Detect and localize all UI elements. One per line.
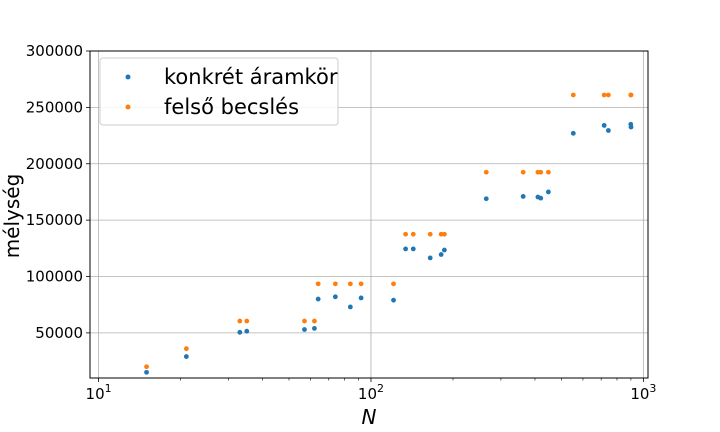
legend: konkrét áramkör felső becslés xyxy=(99,57,339,126)
data-point xyxy=(332,294,338,300)
data-series xyxy=(144,92,634,375)
x-tick-label: 101 xyxy=(86,382,112,403)
legend-marker-felso xyxy=(125,104,131,110)
data-point xyxy=(183,354,189,359)
data-point xyxy=(347,281,353,287)
data-point xyxy=(302,318,307,324)
data-point xyxy=(391,281,396,287)
data-point xyxy=(605,128,611,133)
plot-area-frame xyxy=(89,50,649,379)
y-tick-label: 300000 xyxy=(26,42,83,60)
data-point xyxy=(628,124,634,130)
data-point xyxy=(601,92,607,98)
y-tick-label: 50000 xyxy=(35,324,83,342)
data-point xyxy=(144,369,149,375)
data-point xyxy=(570,92,576,98)
data-point xyxy=(545,189,551,195)
data-point xyxy=(347,304,353,310)
y-tick-label: 250000 xyxy=(26,98,83,116)
data-point xyxy=(538,169,544,175)
data-point xyxy=(410,231,416,237)
data-point xyxy=(483,196,489,202)
data-point xyxy=(441,247,447,253)
legend-label-felso: felső becslés xyxy=(164,95,299,119)
data-point xyxy=(358,281,364,287)
data-point xyxy=(520,194,526,199)
data-point xyxy=(403,246,408,252)
data-point xyxy=(332,281,338,287)
data-point xyxy=(244,328,250,334)
data-point xyxy=(403,231,408,237)
data-point xyxy=(144,364,149,370)
x-tick-label: 103 xyxy=(630,382,656,403)
data-point xyxy=(605,92,611,98)
axis-ticks: 101 102 103 50000 100000 150000 200000 250000 30… xyxy=(26,42,657,403)
data-point xyxy=(427,255,433,261)
data-point xyxy=(441,231,447,237)
data-point xyxy=(302,327,307,332)
data-point xyxy=(483,169,489,175)
data-point xyxy=(244,318,250,324)
y-tick-label: 100000 xyxy=(26,268,83,286)
data-point xyxy=(570,130,576,136)
data-point xyxy=(315,296,321,302)
legend-box xyxy=(99,57,339,126)
data-point xyxy=(312,325,317,331)
y-tick-label: 150000 xyxy=(26,211,83,229)
data-point xyxy=(628,92,634,98)
legend-marker-konkret xyxy=(125,74,131,80)
data-point xyxy=(391,297,396,303)
data-point xyxy=(545,169,551,175)
data-point xyxy=(538,195,544,201)
data-point xyxy=(312,318,317,324)
x-tick-label: 102 xyxy=(358,382,384,403)
data-point xyxy=(315,281,321,287)
data-point xyxy=(601,123,607,128)
data-point xyxy=(237,318,243,324)
data-point xyxy=(520,169,526,175)
data-point xyxy=(427,231,433,237)
data-point xyxy=(438,252,444,257)
y-tick-label: 200000 xyxy=(26,155,83,173)
data-point xyxy=(237,329,243,335)
data-point xyxy=(358,295,364,301)
legend-label-konkret: konkrét áramkör xyxy=(164,65,338,89)
x-axis-label: N xyxy=(362,405,377,429)
series-1 xyxy=(144,92,634,370)
data-point xyxy=(183,346,189,352)
series-0 xyxy=(144,121,634,375)
data-point xyxy=(410,246,416,252)
y-axis-label: mélység xyxy=(0,174,24,259)
